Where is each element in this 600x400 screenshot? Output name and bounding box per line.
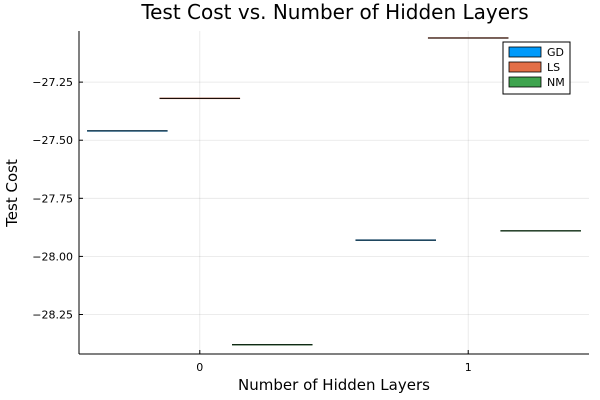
y-tick-label: −27.50 (32, 134, 73, 147)
legend-items: GD LS NM (508, 46, 565, 89)
y-axis-label: Test Cost (3, 159, 21, 228)
box-marks (87, 37, 581, 346)
legend: GD LS NM (502, 41, 571, 95)
y-tick-label: −28.00 (32, 250, 73, 263)
axis-ticks: 0 1 −27.25 −27.50 −27.75 −28.00 −28.25 (32, 76, 471, 374)
chart-title: Test Cost vs. Number of Hidden Layers (140, 0, 528, 24)
x-tick-label: 0 (196, 361, 203, 374)
legend-swatch-ls (508, 61, 542, 73)
x-axis-label: Number of Hidden Layers (238, 376, 430, 394)
y-tick-label: −28.25 (32, 308, 73, 321)
legend-label-gd: GD (547, 46, 564, 59)
x-tick-label: 1 (465, 361, 472, 374)
grid-lines (79, 31, 589, 354)
legend-swatch-gd (508, 46, 542, 58)
legend-swatch-nm (508, 76, 542, 88)
legend-label-nm: NM (547, 76, 565, 89)
y-tick-label: −27.25 (32, 76, 73, 89)
legend-label-ls: LS (547, 61, 560, 74)
y-tick-label: −27.75 (32, 192, 73, 205)
